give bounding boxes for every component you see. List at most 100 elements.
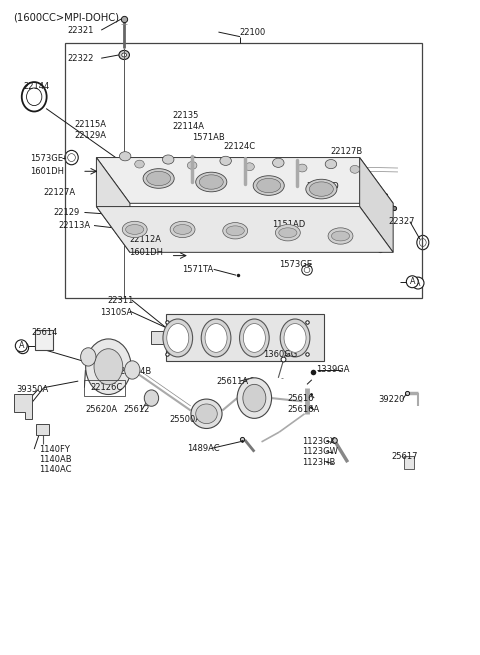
Ellipse shape: [85, 339, 131, 394]
Polygon shape: [96, 158, 130, 252]
Text: A: A: [415, 278, 421, 288]
Text: 1571AB: 1571AB: [192, 134, 225, 142]
Ellipse shape: [153, 225, 160, 231]
Ellipse shape: [304, 267, 310, 272]
Text: 1123GW: 1123GW: [302, 447, 338, 456]
Ellipse shape: [187, 162, 197, 170]
Text: 22135: 22135: [172, 111, 198, 120]
Ellipse shape: [162, 155, 174, 164]
Ellipse shape: [173, 225, 192, 234]
Ellipse shape: [199, 175, 223, 189]
Ellipse shape: [163, 319, 192, 357]
Text: 1140AB: 1140AB: [39, 455, 72, 464]
Text: 22321: 22321: [68, 26, 94, 35]
Ellipse shape: [276, 225, 300, 241]
Text: 22113A: 22113A: [58, 221, 90, 230]
Ellipse shape: [126, 225, 144, 234]
Text: 1573GE: 1573GE: [279, 259, 312, 269]
Ellipse shape: [223, 223, 248, 239]
Ellipse shape: [201, 319, 231, 357]
Ellipse shape: [306, 179, 337, 199]
Bar: [65, 43, 422, 298]
Ellipse shape: [125, 361, 140, 379]
Text: 1489AC: 1489AC: [187, 444, 220, 453]
Ellipse shape: [240, 319, 269, 357]
Ellipse shape: [81, 348, 96, 366]
Text: 22125D: 22125D: [306, 183, 339, 191]
Polygon shape: [96, 206, 393, 252]
Text: 22127A: 22127A: [44, 189, 76, 197]
Ellipse shape: [147, 172, 170, 185]
Ellipse shape: [257, 178, 281, 193]
Ellipse shape: [328, 228, 353, 244]
Text: 22129: 22129: [53, 208, 80, 217]
Text: 1123GX: 1123GX: [302, 437, 336, 446]
Ellipse shape: [122, 53, 127, 57]
Ellipse shape: [119, 50, 130, 60]
Ellipse shape: [279, 228, 297, 238]
Text: 22114A: 22114A: [172, 122, 204, 131]
Text: 1310SA: 1310SA: [100, 308, 132, 317]
Text: 22311: 22311: [107, 295, 133, 305]
Ellipse shape: [237, 378, 272, 419]
Text: 22134B: 22134B: [120, 367, 152, 377]
Text: 1573GE: 1573GE: [30, 154, 63, 162]
Ellipse shape: [205, 324, 227, 352]
Text: 1601DH: 1601DH: [129, 248, 163, 257]
Polygon shape: [152, 331, 166, 345]
Text: 22322: 22322: [68, 54, 94, 63]
Polygon shape: [36, 424, 48, 436]
Text: A: A: [409, 277, 415, 286]
Text: 22129A: 22129A: [75, 132, 107, 140]
Ellipse shape: [273, 159, 284, 168]
Ellipse shape: [298, 164, 307, 172]
Ellipse shape: [243, 384, 266, 412]
Bar: [35, 330, 53, 350]
Text: 39220: 39220: [378, 395, 404, 404]
Text: (1600CC>MPI-DOHC): (1600CC>MPI-DOHC): [12, 12, 119, 22]
Text: 25614: 25614: [32, 328, 58, 337]
Bar: [166, 314, 324, 362]
Ellipse shape: [196, 404, 217, 424]
Text: 1339GA: 1339GA: [317, 365, 350, 375]
Ellipse shape: [253, 176, 284, 195]
Text: A: A: [19, 341, 24, 350]
Text: 1123HB: 1123HB: [302, 458, 336, 466]
Ellipse shape: [350, 166, 360, 174]
Text: 25616: 25616: [288, 394, 314, 403]
Polygon shape: [360, 158, 393, 252]
Text: 22115A: 22115A: [75, 121, 107, 130]
Text: 22127B: 22127B: [330, 147, 362, 155]
Ellipse shape: [191, 399, 222, 428]
Text: 22124C: 22124C: [223, 142, 255, 151]
Text: 22126C: 22126C: [91, 383, 123, 392]
Ellipse shape: [196, 172, 227, 192]
Ellipse shape: [94, 348, 123, 384]
Text: 25620A: 25620A: [86, 405, 118, 415]
Ellipse shape: [245, 163, 254, 171]
Text: 25611A: 25611A: [216, 377, 248, 386]
Text: 1360GG: 1360GG: [263, 350, 297, 360]
Ellipse shape: [325, 160, 336, 169]
Ellipse shape: [68, 154, 75, 162]
Ellipse shape: [135, 160, 144, 168]
Bar: [84, 380, 125, 396]
Ellipse shape: [26, 88, 42, 105]
Ellipse shape: [226, 226, 244, 236]
Ellipse shape: [120, 152, 131, 161]
Text: 22100: 22100: [239, 28, 265, 37]
Ellipse shape: [170, 221, 195, 238]
Text: 1601DH: 1601DH: [30, 167, 64, 176]
Text: 25500A: 25500A: [169, 415, 201, 424]
Text: 22144: 22144: [24, 83, 50, 92]
Text: 1151AD: 1151AD: [273, 219, 306, 229]
Bar: [404, 456, 414, 469]
Text: 1571TA: 1571TA: [181, 265, 213, 274]
Ellipse shape: [167, 324, 189, 352]
Ellipse shape: [144, 390, 158, 406]
Ellipse shape: [243, 324, 265, 352]
Text: 22112A: 22112A: [129, 234, 161, 244]
Ellipse shape: [143, 169, 174, 188]
Ellipse shape: [139, 225, 150, 236]
Ellipse shape: [220, 157, 231, 166]
